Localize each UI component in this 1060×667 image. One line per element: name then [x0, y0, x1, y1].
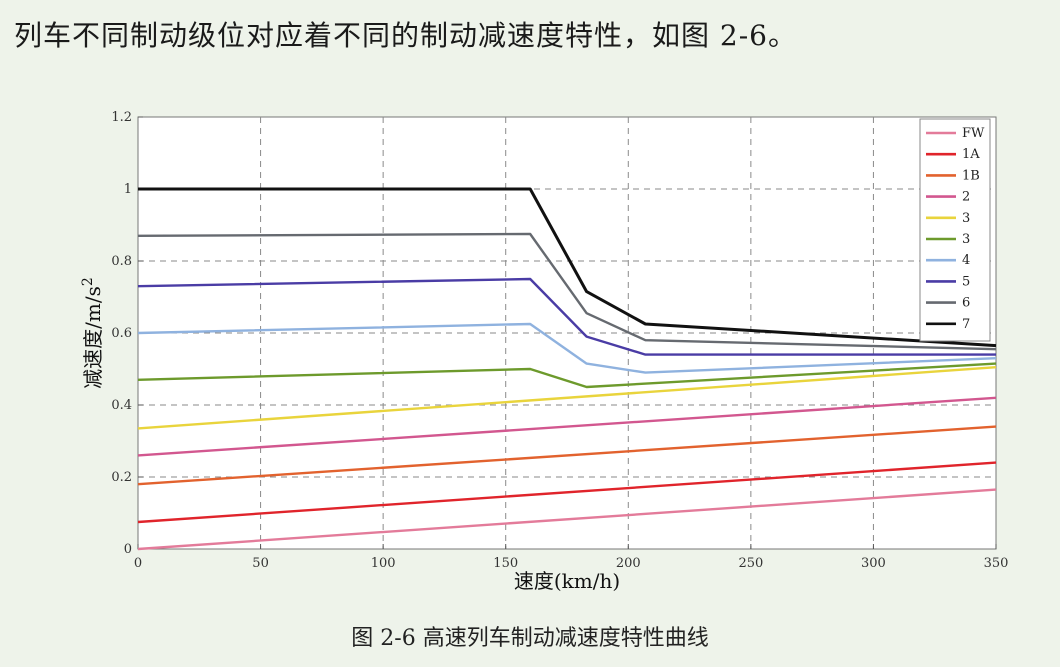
legend-box	[919, 118, 991, 342]
x-tick-label-1: 50	[252, 556, 269, 571]
x-tick-label-6: 300	[861, 556, 886, 571]
legend-label-4: 3	[962, 211, 970, 226]
series-line-3	[137, 396, 997, 457]
x-tick-label-0: 0	[134, 556, 142, 571]
x-tick-label-3: 150	[493, 556, 518, 571]
y-axis-ticks: 0 0.2 0.4 0.6 0.8 1 1.2	[111, 110, 143, 557]
legend-label-9: 7	[962, 317, 970, 332]
x-tick-label-7: 350	[984, 556, 1009, 571]
series-line-1	[137, 461, 997, 524]
y-axis-label: 减速度/m/s2	[80, 277, 105, 389]
x-tick-label-4: 200	[616, 556, 641, 571]
legend-label-6: 4	[962, 253, 970, 268]
legend: FW 1A 1B 2 3 3 4 5 6 7	[919, 118, 991, 342]
legend-label-3: 2	[962, 190, 970, 205]
series-line-9	[138, 187, 997, 348]
y-tick-label-5: 1	[124, 182, 132, 197]
figure-caption: 图 2-6 高速列车制动减速度特性曲线	[351, 626, 709, 651]
x-tick-label-2: 100	[371, 556, 396, 571]
series-line-0	[137, 488, 997, 551]
legend-label-7: 5	[962, 274, 970, 289]
y-tick-label-4: 0.8	[111, 254, 132, 269]
series-lines	[137, 187, 997, 551]
series-line-7	[137, 277, 996, 356]
legend-label-1: 1A	[962, 147, 980, 162]
x-axis-ticks: 0 50 100 150 200 250 300 350	[134, 544, 1009, 571]
y-tick-label-6: 1.2	[111, 110, 132, 125]
series-line-4	[137, 366, 997, 430]
y-tick-label-0: 0	[124, 542, 132, 557]
legend-label-0: FW	[962, 126, 985, 141]
y-tick-label-3: 0.6	[111, 326, 132, 341]
x-axis-label: 速度(km/h)	[514, 569, 620, 593]
y-tick-label-2: 0.4	[111, 398, 132, 413]
intro-text: 列车不同制动级位对应着不同的制动减速度特性，如图 2-6。	[14, 19, 797, 52]
series-line-5	[137, 362, 997, 389]
series-line-6	[137, 322, 997, 374]
series-line-8	[137, 232, 997, 351]
y-tick-label-1: 0.2	[111, 470, 132, 485]
x-tick-label-5: 250	[738, 556, 763, 571]
legend-label-8: 6	[962, 296, 970, 311]
legend-label-5: 3	[962, 232, 970, 247]
y-axis-label-sup: 2	[80, 277, 96, 286]
y-axis-label-main: 减速度/m/s	[81, 286, 105, 389]
legend-label-2: 1B	[962, 168, 980, 183]
series-line-2	[137, 425, 997, 486]
